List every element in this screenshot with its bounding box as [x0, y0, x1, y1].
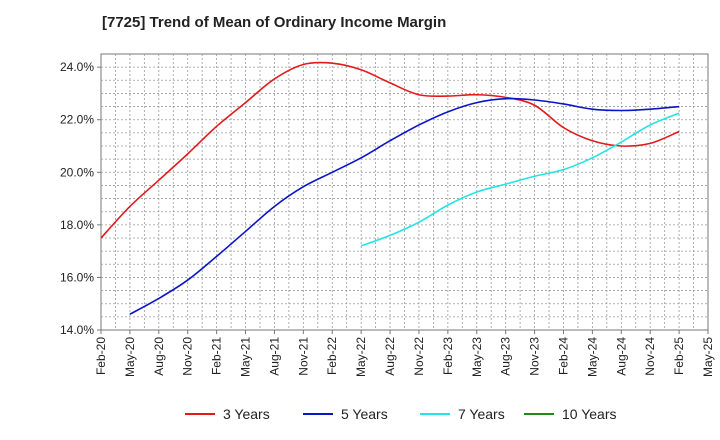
- x-tick-label: Feb-23: [441, 337, 455, 375]
- legend-label: 7 Years: [458, 406, 505, 422]
- x-tick-label: Aug-22: [383, 337, 397, 376]
- series-line-1: [129, 97, 680, 315]
- legend-label: 3 Years: [223, 406, 270, 422]
- x-tick-label: Nov-22: [412, 337, 426, 376]
- y-tick-label: 18.0%: [60, 218, 94, 232]
- y-tick-label: 14.0%: [60, 323, 94, 337]
- x-tick-label: May-21: [239, 337, 253, 377]
- x-tick-label: Nov-23: [528, 337, 542, 376]
- series-line-0: [100, 61, 680, 239]
- x-tick-label: Feb-22: [325, 337, 339, 375]
- x-tick-label: Nov-24: [643, 337, 657, 376]
- series-lines: [100, 61, 680, 315]
- x-tick-label: Aug-20: [152, 337, 166, 376]
- legend: 3 Years 5 Years 7 Years 10 Years: [185, 406, 617, 422]
- x-tick-label: May-24: [585, 337, 599, 377]
- x-tick-label: Feb-20: [94, 337, 108, 375]
- x-axis: Feb-20 May-20 Aug-20 Nov-20 Feb-21 May-21 Aug-…: [94, 330, 715, 377]
- y-axis: 14.0% 16.0% 18.0% 20.0% 22.0% 24.0%: [60, 60, 101, 337]
- x-tick-label: Feb-24: [556, 337, 570, 375]
- x-tick-label: May-25: [701, 337, 715, 377]
- x-tick-label: Nov-21: [296, 337, 310, 376]
- x-tick-label: May-20: [123, 337, 137, 377]
- y-tick-label: 16.0%: [60, 270, 94, 284]
- x-tick-label: Nov-20: [181, 337, 195, 376]
- grid-lines: [101, 54, 708, 330]
- y-tick-label: 20.0%: [60, 165, 94, 179]
- x-tick-label: Aug-24: [614, 337, 628, 376]
- x-tick-label: Aug-23: [499, 337, 513, 376]
- legend-label: 10 Years: [562, 406, 617, 422]
- y-tick-label: 24.0%: [60, 60, 94, 74]
- y-tick-label: 22.0%: [60, 113, 94, 127]
- x-tick-label: May-22: [354, 337, 368, 377]
- x-tick-label: Feb-21: [210, 337, 224, 375]
- x-tick-label: May-23: [470, 337, 484, 377]
- chart-title: [7725] Trend of Mean of Ordinary Income …: [102, 14, 447, 31]
- series-line-2: [360, 112, 680, 247]
- x-tick-label: Feb-25: [672, 337, 686, 375]
- legend-label: 5 Years: [341, 406, 388, 422]
- x-tick-label: Aug-21: [267, 337, 281, 376]
